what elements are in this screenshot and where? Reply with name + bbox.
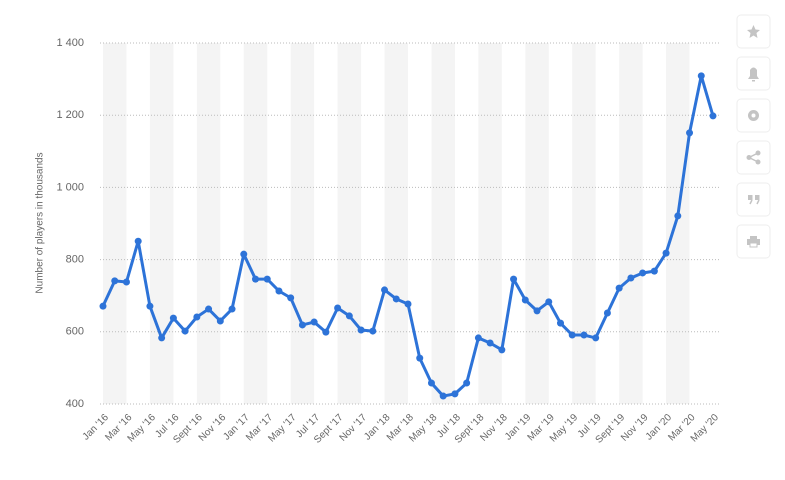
x-tick-label: Nov '19 xyxy=(619,412,651,444)
y-tick-label: 1 000 xyxy=(56,181,84,193)
data-point xyxy=(369,327,377,335)
data-point xyxy=(603,309,611,317)
data-point xyxy=(427,379,435,387)
data-point xyxy=(357,326,365,334)
data-point xyxy=(169,314,177,322)
data-point xyxy=(310,318,318,326)
data-point xyxy=(275,287,283,295)
settings-button[interactable] xyxy=(736,98,771,133)
data-point xyxy=(639,269,647,277)
data-point xyxy=(474,334,482,342)
data-point xyxy=(709,112,717,120)
band-stripe xyxy=(196,43,221,404)
data-point xyxy=(498,346,506,354)
data-point xyxy=(568,331,576,339)
data-point xyxy=(287,294,295,302)
data-point xyxy=(510,275,518,283)
band-stripe xyxy=(619,43,643,404)
data-point xyxy=(580,331,588,339)
band-stripe xyxy=(243,43,268,404)
data-point xyxy=(650,267,658,275)
data-point xyxy=(674,212,682,220)
band-stripe xyxy=(384,43,408,404)
print-button[interactable] xyxy=(736,224,771,259)
x-tick-label: Nov '17 xyxy=(338,412,370,444)
y-axis-label: Number of players in thousands xyxy=(35,152,46,293)
band-stripe xyxy=(149,43,174,404)
data-point xyxy=(451,390,459,398)
data-point xyxy=(252,275,259,283)
cite-button[interactable] xyxy=(736,182,771,217)
data-point xyxy=(263,275,271,283)
data-point xyxy=(662,249,670,257)
data-point xyxy=(392,295,400,303)
band-stripe xyxy=(525,43,549,404)
y-tick-label: 600 xyxy=(66,326,84,338)
favorite-button[interactable] xyxy=(736,14,771,49)
band-stripe xyxy=(103,43,127,404)
data-point xyxy=(193,313,201,321)
data-point xyxy=(240,250,248,258)
x-tick-label: Nov '16 xyxy=(197,412,229,444)
data-point xyxy=(99,302,107,310)
data-point xyxy=(134,237,142,245)
data-point xyxy=(463,379,471,387)
data-point xyxy=(205,305,213,313)
data-point xyxy=(439,392,447,400)
data-point xyxy=(697,72,705,80)
data-point xyxy=(533,307,541,315)
data-point xyxy=(111,277,119,285)
band-stripe xyxy=(666,43,690,404)
data-point xyxy=(322,328,330,336)
data-point xyxy=(345,312,353,320)
data-point xyxy=(557,319,564,327)
data-point xyxy=(181,327,189,335)
data-point xyxy=(404,300,412,308)
share-button[interactable] xyxy=(736,140,771,175)
data-point xyxy=(615,284,623,292)
data-point xyxy=(146,302,154,310)
data-point xyxy=(158,334,166,342)
data-point xyxy=(592,334,600,342)
y-tick-label: 400 xyxy=(66,398,84,410)
band-stripe xyxy=(337,43,362,404)
data-point xyxy=(686,129,694,137)
data-point xyxy=(381,286,389,294)
data-point xyxy=(521,296,529,304)
data-point xyxy=(216,317,224,325)
notification-button[interactable] xyxy=(736,56,771,91)
data-point xyxy=(298,321,306,329)
data-point xyxy=(627,274,635,282)
y-tick-label: 1 200 xyxy=(56,109,84,121)
data-point xyxy=(122,278,130,286)
data-point xyxy=(416,354,424,362)
band-stripe xyxy=(572,43,596,404)
data-point xyxy=(228,305,236,313)
y-tick-label: 800 xyxy=(66,254,84,266)
toolbar xyxy=(736,14,771,259)
band-stripe xyxy=(290,43,315,404)
y-tick-label: 1 400 xyxy=(56,37,84,49)
x-tick-label: Nov '18 xyxy=(478,412,510,444)
band-stripe xyxy=(478,43,502,404)
data-point xyxy=(545,298,553,306)
data-point xyxy=(334,304,342,312)
data-point xyxy=(486,339,494,347)
band-stripe xyxy=(431,43,455,404)
